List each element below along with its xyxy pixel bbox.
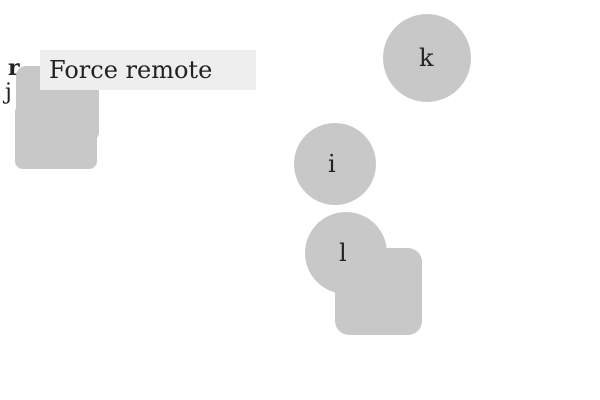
node-i-label: i [328, 150, 336, 178]
node-k-label: k [419, 44, 434, 72]
node-box-bottom[interactable] [335, 248, 422, 335]
node-i-circle[interactable] [294, 123, 376, 205]
node-k-circle[interactable] [383, 14, 471, 102]
label-fragment-j: j [5, 80, 12, 105]
label-fragment-r: r [8, 55, 20, 81]
tooltip-text: Force remote [49, 56, 213, 84]
node-l-label: l [339, 239, 347, 267]
tooltip: Force remote [40, 50, 256, 90]
